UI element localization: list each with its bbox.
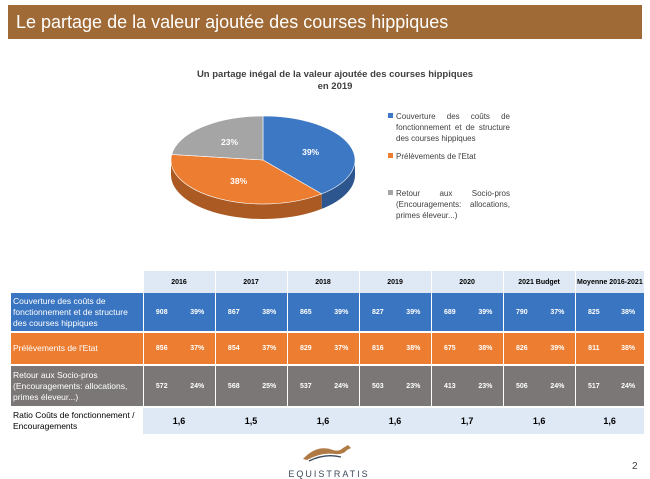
pie-value-label-1: 38% [230,176,247,186]
ratio-cell: 1,6 [503,408,576,434]
slide-title-banner: Le partage de la valeur ajoutée des cour… [8,5,642,39]
row-gap [11,364,645,366]
column-header: 2019 [358,271,432,293]
ratio-cell: 1,5 [215,408,288,434]
ratio-cell: 1,6 [287,408,360,434]
table-row-couverture: Couverture des coûts de fonctionnement e… [11,293,645,331]
table-cell-value: 503 [358,366,397,406]
table-cell-percent: 24% [180,366,216,406]
table-cell-value: 506 [502,366,541,406]
row-gap [11,406,645,408]
page-number: 2 [632,461,638,472]
pie-value-label-2: 23% [221,137,238,147]
legend-swatch-couverture [388,113,393,118]
pie-slice-1 [170,154,323,205]
horse-logo-icon [303,445,351,462]
table-cell-percent: 38% [396,333,432,364]
table-cell-percent: 38% [252,293,288,331]
table-cell-percent: 37% [540,293,576,331]
table-cell-percent: 25% [252,366,288,406]
table-cell-value: 816 [358,333,397,364]
column-header: 2018 [286,271,360,293]
table-cell-percent: 24% [540,366,576,406]
pie-slice-side-1 [171,160,322,219]
table-cell-percent: 39% [468,293,504,331]
table-cell-value: 865 [286,293,325,331]
table-cell-percent: 23% [468,366,504,406]
legend-item-prelevements: Prélèvements de l'Etat [388,151,510,162]
table-cell-percent: 39% [180,293,216,331]
table-cell-value: 829 [286,333,325,364]
column-header: Moyenne 2016-2021 [574,271,645,293]
pie-chart: 39% 38% 23% [170,115,356,219]
pie-value-label-0: 39% [302,147,319,157]
chart-title: Un partage inégal de la valeur ajoutée d… [185,69,485,93]
table-cell-value: 827 [358,293,397,331]
valeur-ajoutee-table: 2016 2017 2018 2019 2020 2021 Budget Moy… [11,271,645,434]
column-header: 2017 [214,271,288,293]
table-cell-value: 854 [214,333,253,364]
table-cell-percent: 39% [324,293,360,331]
table-cell-percent: 24% [612,366,645,406]
legend-label-retour: Retour aux Socio-pros (Encouragements: a… [396,189,510,220]
table-cell-percent: 24% [324,366,360,406]
legend-swatch-prelevements [388,153,393,158]
table-cell-value: 908 [142,293,180,331]
legend-item-retour: Retour aux Socio-pros (Encouragements: a… [388,188,510,221]
table-cell-percent: 37% [324,333,360,364]
table-cell-value: 572 [142,366,180,406]
table-cell-value: 825 [574,293,613,331]
table-cell-value: 826 [502,333,541,364]
row-label: Retour aux Socio-pros (Encouragements: a… [11,366,143,406]
pie-slice-2 [171,115,264,161]
legend-item-couverture: Couverture des coûts de fonctionnement e… [388,111,510,144]
chart-subtitle: en 2019 [317,81,353,92]
chart-title-line: Un partage inégal de la valeur ajoutée d… [196,69,474,80]
ratio-cell: 1,6 [359,408,432,434]
table-cell-percent: 37% [180,333,216,364]
legend-label-prelevements: Prélèvements de l'Etat [396,152,476,161]
table-cell-percent: 39% [540,333,576,364]
row-gap [11,331,645,333]
ratio-cell: 1,6 [575,408,645,434]
table-cell-value: 856 [142,333,180,364]
column-header: 2016 [142,271,216,293]
logo-text: EQUISTRATIS [288,469,370,479]
table-cell-value: 675 [430,333,469,364]
row-label: Couverture des coûts de fonctionnement e… [11,293,143,331]
ratio-cell: 1,7 [431,408,504,434]
table-cell-percent: 23% [396,366,432,406]
table-cell-value: 568 [214,366,253,406]
table-cell-value: 537 [286,366,325,406]
table-cell-percent: 38% [468,333,504,364]
table-cell-value: 867 [214,293,253,331]
pie-slice-side-0 [321,160,355,209]
table-cell-percent: 37% [252,333,288,364]
table-cell-percent: 38% [612,333,645,364]
table-row-retour: Retour aux Socio-pros (Encouragements: a… [11,366,645,406]
table-row-ratio: Ratio Coûts de fonctionnement / Encourag… [11,408,645,434]
table-cell-value: 517 [574,366,613,406]
ratio-cell: 1,6 [143,408,216,434]
table-row-prelevements: Prélèvements de l'Etat 856 37% 854 37% 8… [11,333,645,364]
legend-swatch-retour [388,190,393,195]
table-header-row: 2016 2017 2018 2019 2020 2021 Budget Moy… [11,271,645,293]
row-label: Prélèvements de l'Etat [11,333,143,364]
equistratis-logo: EQUISTRATIS [279,440,379,479]
column-header: 2020 [430,271,504,293]
table-cell-percent: 39% [396,293,432,331]
table-cell-value: 689 [430,293,469,331]
table-cell-percent: 38% [612,293,645,331]
table-header-corner [11,271,143,293]
table-cell-value: 811 [574,333,613,364]
pie-slice-0 [262,115,356,195]
row-label: Ratio Coûts de fonctionnement / Encourag… [11,408,143,434]
legend-label-couverture: Couverture des coûts de fonctionnement e… [396,112,510,143]
column-header: 2021 Budget [502,271,576,293]
table-cell-value: 790 [502,293,541,331]
slide-title: Le partage de la valeur ajoutée des cour… [16,12,449,32]
table-cell-value: 413 [430,366,469,406]
